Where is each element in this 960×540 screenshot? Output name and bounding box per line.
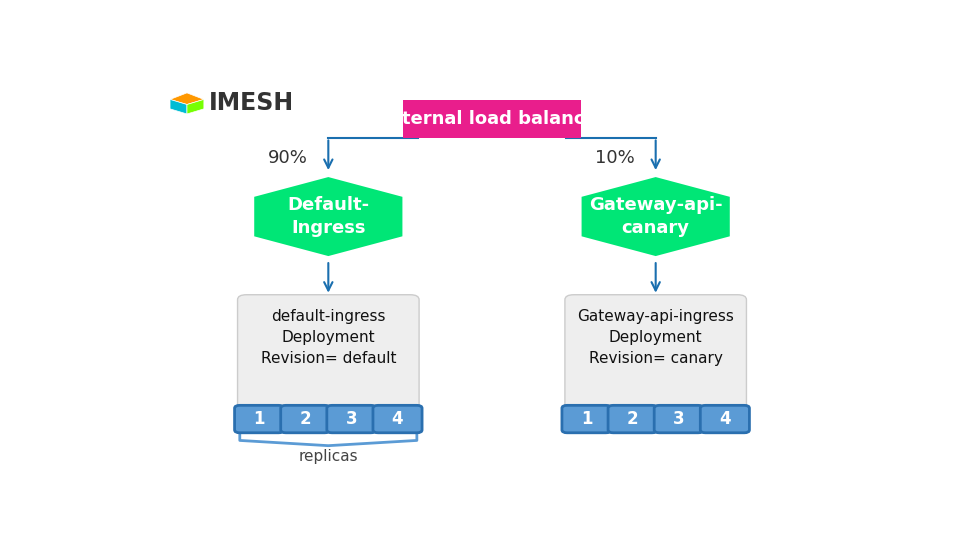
FancyBboxPatch shape [326,406,376,433]
FancyBboxPatch shape [403,100,581,138]
Text: Gateway-api-ingress
Deployment
Revision= canary: Gateway-api-ingress Deployment Revision=… [577,309,734,367]
FancyBboxPatch shape [234,406,284,433]
Text: 1: 1 [253,410,265,428]
Text: IMESH: IMESH [209,91,294,115]
Text: 4: 4 [719,410,731,428]
Text: 10%: 10% [595,150,635,167]
Polygon shape [582,177,730,256]
Text: 3: 3 [346,410,357,428]
Polygon shape [170,93,204,105]
Text: 2: 2 [627,410,638,428]
Text: 3: 3 [673,410,684,428]
FancyBboxPatch shape [237,295,420,417]
Text: External load balancer: External load balancer [378,110,606,128]
FancyBboxPatch shape [372,406,422,433]
FancyBboxPatch shape [562,406,611,433]
Text: 90%: 90% [268,150,307,167]
Text: 4: 4 [392,410,403,428]
Text: Gateway-api-
canary: Gateway-api- canary [588,196,723,238]
FancyBboxPatch shape [608,406,658,433]
FancyBboxPatch shape [280,406,330,433]
FancyBboxPatch shape [654,406,704,433]
Text: 2: 2 [300,410,311,428]
FancyBboxPatch shape [564,295,747,417]
Polygon shape [187,99,204,114]
Text: 1: 1 [581,410,592,428]
Text: Default-
Ingress: Default- Ingress [287,196,370,238]
Text: replicas: replicas [299,449,358,463]
FancyBboxPatch shape [700,406,750,433]
Text: default-ingress
Deployment
Revision= default: default-ingress Deployment Revision= def… [260,309,396,367]
Polygon shape [254,177,402,256]
Polygon shape [170,99,187,114]
